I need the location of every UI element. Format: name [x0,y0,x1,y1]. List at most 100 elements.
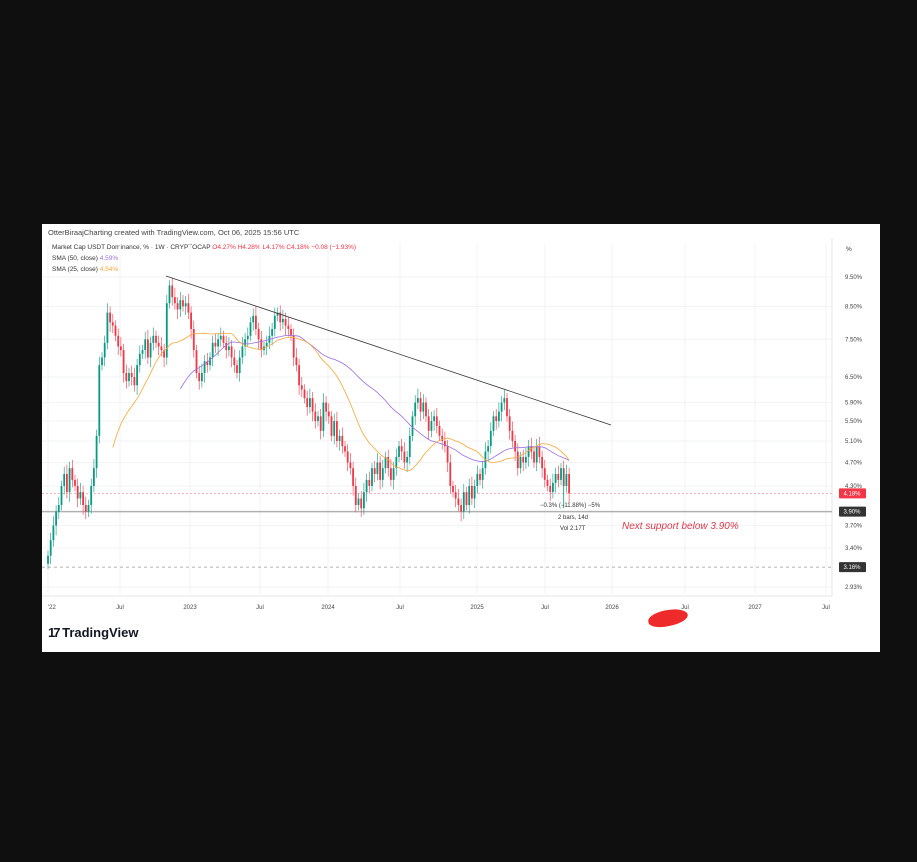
sma25-value: 4.54% [99,266,119,273]
candle-body [360,498,363,509]
candle-body [543,468,546,480]
candle-body [535,446,538,463]
candle-body [133,377,136,386]
candle-body [192,328,195,351]
candle-body [279,312,282,323]
candle-body [314,411,317,422]
x-tick-label: Jul [116,605,124,611]
candle-body [66,473,68,493]
candle-body [552,482,554,493]
candle-body [206,361,209,366]
candle-body [357,498,360,506]
price-label-low: 3.16% [843,565,861,571]
candle-body [225,342,228,351]
candle-body [71,468,74,480]
candle-body [195,350,198,374]
candle-body [390,468,392,480]
legend-symbol: Market Cap USDT Dominance, % · 1W · CRYP… [52,244,356,251]
candle-body [90,485,93,506]
candle-body [114,325,117,336]
scale-percent[interactable]: % [846,246,852,253]
candle-body [76,485,79,499]
candle-body [446,446,449,463]
candle-body [457,498,460,506]
candle-body [460,505,462,512]
candle-body [533,451,535,463]
candle-body [444,440,446,447]
candle-body [414,402,417,417]
candle-body [546,479,549,486]
candle-body [284,319,287,326]
price-label-current: 4.18% [843,491,861,497]
candle-body [336,421,338,441]
legend-sma25[interactable]: SMA (25, close) 4.54% [52,266,118,273]
candle-body [327,411,330,417]
candle-body [203,361,206,374]
candle-body [190,312,192,329]
candle-body [52,525,55,541]
candle-body [481,468,484,480]
candle-body [306,398,309,408]
candle-body [219,335,222,340]
candle-body [476,473,479,486]
x-tick-label: 2024 [321,605,335,611]
candle-body [106,312,109,343]
candle-body [500,402,503,412]
x-tick-label: Jul [681,605,689,611]
x-tick-label: Jul [256,605,264,611]
candle-body [152,335,155,343]
y-tick-label: 3.40% [845,546,863,552]
x-tick-label: 2027 [748,605,762,611]
candle-body [241,346,244,358]
candle-body [84,505,87,512]
price-label-bg [839,506,866,517]
candle-body [155,335,157,343]
candle-body [290,328,292,336]
candle-body [346,451,349,463]
candle-body [454,492,457,499]
tradingview-logo[interactable]: 17 TradingView [48,625,138,640]
candle-body [568,473,570,494]
x-tick-label: Jul [822,605,830,611]
candle-body [255,315,257,329]
price-chart[interactable]: 9.50% 8.50% 7.50% 6.50% 5.90% 5.50% 5.10% 4.70%… [42,224,880,652]
candle-body [527,446,530,457]
price-label-support: 3.90% [843,510,861,516]
candle-body [333,421,336,436]
price-label-bg [839,562,866,573]
candle-body [479,473,481,480]
candle-body [462,492,465,512]
y-tick-label: 8.50% [845,304,863,310]
candle-body [60,485,63,506]
candle-body [265,342,268,347]
chart-card: OtterBiraajCharting created with Trading… [42,224,880,652]
candle-body [411,416,414,436]
candle-body [309,398,311,408]
candle-body [303,389,306,399]
legend-sma50[interactable]: SMA (50, close) 4.59% [52,255,118,262]
candle-body [435,416,438,426]
candle-body [352,468,354,486]
candle-body [233,357,236,366]
candle-body [165,303,168,358]
candle-body [449,462,452,486]
candle-body [228,346,230,351]
candle-body [433,416,435,422]
candle-body [160,346,163,351]
candle-body [57,505,60,512]
candle-body [138,353,141,366]
candle-body [98,365,101,436]
candle-body [257,328,260,340]
candle-body [554,473,557,483]
candle-body [217,339,219,347]
candle-body [117,335,120,347]
candle-body [122,350,125,374]
candle-body [379,462,381,480]
candle-body [238,357,241,374]
candle-body [260,339,263,351]
candle-body [300,385,303,390]
candle-body [171,285,174,298]
sma-50-line [179,334,570,462]
candle-body [549,485,552,493]
x-tick-label: '22 [48,605,56,611]
